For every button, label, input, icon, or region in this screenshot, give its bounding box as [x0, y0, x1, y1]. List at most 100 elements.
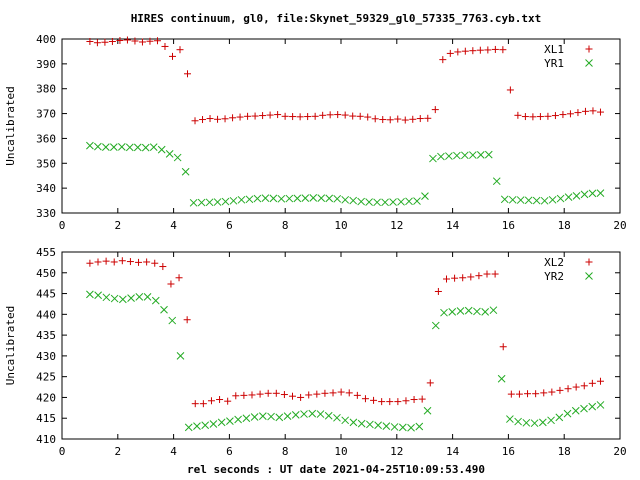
data-point — [201, 421, 210, 430]
data-point — [86, 141, 94, 150]
data-point — [564, 385, 572, 393]
data-point — [536, 113, 544, 121]
data-point — [245, 195, 254, 204]
data-point — [445, 152, 453, 160]
data-point — [213, 198, 222, 206]
data-point — [108, 37, 116, 45]
plot-frame — [61, 251, 621, 440]
data-point — [101, 38, 109, 46]
data-point — [434, 287, 442, 295]
data-point — [475, 272, 483, 280]
y-tick-label: 415 — [36, 412, 56, 425]
x-tick-label: 16 — [502, 445, 515, 458]
data-point — [548, 195, 557, 204]
data-point — [506, 86, 514, 94]
data-point — [337, 388, 345, 396]
data-point — [176, 352, 185, 360]
data-point — [175, 274, 183, 282]
x-tick-label: 12 — [390, 445, 403, 458]
legend-label: XL2 — [544, 256, 564, 269]
data-point — [386, 116, 394, 124]
x-tick-label: 2 — [114, 445, 121, 458]
data-point — [240, 391, 248, 399]
data-point — [459, 274, 467, 282]
data-point — [159, 263, 167, 271]
data-point — [181, 167, 190, 176]
data-point — [580, 190, 589, 199]
data-point — [258, 412, 267, 420]
series-YR2 — [86, 290, 605, 432]
data-point — [189, 198, 198, 207]
data-point — [277, 194, 286, 203]
data-point — [141, 143, 150, 152]
data-point — [454, 48, 462, 56]
data-point — [540, 389, 548, 397]
data-point — [291, 411, 300, 419]
data-point — [334, 111, 342, 119]
data-point — [588, 402, 597, 411]
legend-label: YR2 — [544, 270, 564, 283]
data-point — [373, 198, 381, 207]
x-axis-label: rel seconds : UT date 2021-04-25T10:09:5… — [187, 463, 485, 476]
data-point — [530, 419, 539, 428]
data-point — [102, 293, 111, 302]
data-point — [572, 383, 580, 391]
x-tick-label: 8 — [282, 219, 289, 232]
data-point — [133, 143, 142, 152]
data-point — [379, 116, 387, 124]
data-point — [469, 47, 477, 55]
data-point — [349, 196, 358, 205]
data-point — [521, 113, 529, 121]
x-tick-label: 16 — [502, 219, 515, 232]
data-point — [308, 409, 317, 418]
data-point — [311, 112, 319, 120]
data-point — [199, 400, 207, 408]
data-point — [423, 406, 432, 415]
data-point — [86, 259, 94, 267]
data-point — [473, 307, 481, 316]
data-point — [226, 417, 234, 425]
data-point — [551, 112, 559, 120]
data-point — [588, 189, 597, 198]
data-point — [184, 70, 192, 78]
data-point — [321, 389, 329, 397]
data-point — [413, 197, 421, 205]
data-point — [289, 392, 297, 400]
data-point — [229, 114, 237, 122]
data-point — [386, 398, 394, 406]
data-point — [217, 418, 226, 427]
x-tick-label: 4 — [170, 219, 177, 232]
y-tick-label: 420 — [36, 391, 56, 404]
data-point — [333, 413, 341, 422]
data-point — [138, 38, 146, 46]
data-point — [366, 420, 374, 429]
data-point — [229, 196, 238, 205]
x-tick-label: 6 — [226, 445, 233, 458]
data-point — [514, 111, 522, 119]
data-point — [468, 151, 477, 159]
x-tick-label: 14 — [446, 445, 460, 458]
data-point — [349, 418, 358, 427]
data-point — [405, 197, 413, 206]
data-point — [492, 177, 501, 186]
data-point — [515, 390, 523, 398]
data-point — [285, 194, 294, 203]
data-point — [304, 113, 312, 121]
data-point — [522, 418, 531, 427]
data-point — [596, 377, 604, 385]
data-point — [143, 258, 151, 266]
data-point — [207, 397, 215, 405]
series-XL1 — [86, 36, 604, 125]
data-point — [206, 115, 214, 123]
y-tick-label: 445 — [36, 288, 56, 301]
x-tick-label: 20 — [613, 445, 626, 458]
data-point — [580, 404, 588, 413]
y-tick-label: 410 — [36, 433, 56, 446]
data-point — [109, 143, 118, 151]
data-point — [161, 42, 169, 50]
data-point — [214, 115, 222, 123]
data-point — [456, 307, 465, 315]
legend-marker — [585, 258, 593, 266]
y-tick-label: 380 — [36, 83, 56, 96]
data-point — [484, 46, 492, 54]
